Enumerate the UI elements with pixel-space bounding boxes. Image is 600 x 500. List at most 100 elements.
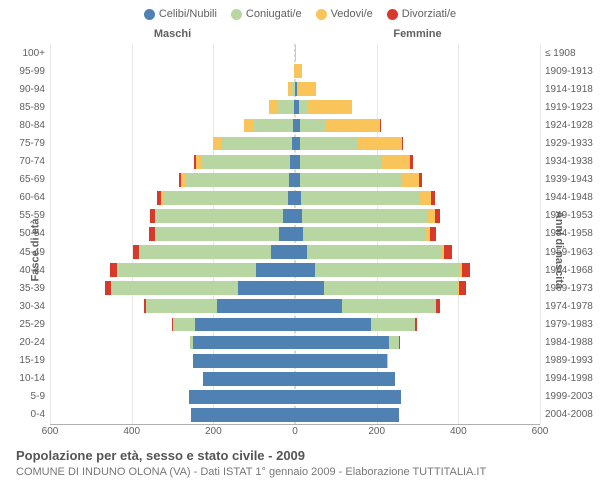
segment xyxy=(295,299,342,313)
bar-right xyxy=(295,390,401,404)
segment xyxy=(380,119,381,133)
segment xyxy=(410,155,412,169)
bar-right xyxy=(295,318,417,332)
legend-swatch xyxy=(387,9,398,20)
bar-left xyxy=(144,299,295,313)
birth-label: 1974-1978 xyxy=(545,301,593,312)
birth-label: ≤ 1908 xyxy=(545,48,576,59)
segment xyxy=(185,173,289,187)
data-row: 85-891919-1923 xyxy=(50,98,540,116)
segment xyxy=(295,336,389,350)
legend-swatch xyxy=(231,9,242,20)
segment xyxy=(415,318,417,332)
age-label: 100+ xyxy=(22,48,45,59)
birth-label: 1994-1998 xyxy=(545,373,593,384)
segment xyxy=(324,281,459,295)
x-tick: 400 xyxy=(123,426,140,437)
bar-left xyxy=(172,318,295,332)
birth-label: 1989-1993 xyxy=(545,355,593,366)
birth-label: 1999-2003 xyxy=(545,391,593,402)
segment xyxy=(382,155,411,169)
segment xyxy=(111,281,238,295)
segment xyxy=(140,245,271,259)
rows-container: 100+≤ 190895-991909-191390-941914-191885… xyxy=(50,44,540,424)
age-label: 25-29 xyxy=(19,319,45,330)
segment xyxy=(146,299,217,313)
segment xyxy=(389,336,399,350)
data-row: 0-42004-2008 xyxy=(50,406,540,424)
segment xyxy=(256,263,295,277)
bar-right xyxy=(295,372,395,386)
data-row: 60-641944-1948 xyxy=(50,189,540,207)
bar-left xyxy=(150,209,295,223)
bar-left xyxy=(105,281,295,295)
data-row: 15-191989-1993 xyxy=(50,352,540,370)
segment xyxy=(420,191,431,205)
age-label: 60-64 xyxy=(19,192,45,203)
birth-label: 1984-1988 xyxy=(545,337,593,348)
legend-item: Divorziati/e xyxy=(387,8,456,20)
birth-label: 1929-1933 xyxy=(545,138,593,149)
segment xyxy=(244,119,254,133)
segment xyxy=(301,191,419,205)
segment xyxy=(295,245,307,259)
segment xyxy=(117,263,256,277)
bar-right xyxy=(295,191,435,205)
chart-title: Popolazione per età, sesso e stato civil… xyxy=(16,448,305,463)
segment xyxy=(271,245,296,259)
segment xyxy=(195,318,295,332)
chart-plot: 100+≤ 190895-991909-191390-941914-191885… xyxy=(50,44,540,425)
bar-left xyxy=(189,390,295,404)
segment xyxy=(191,408,295,422)
bar-left xyxy=(194,155,295,169)
bar-right xyxy=(295,119,380,133)
segment xyxy=(189,390,295,404)
segment xyxy=(295,263,315,277)
ylabel-right: Anni di nascita xyxy=(553,211,565,289)
segment xyxy=(431,191,435,205)
segment xyxy=(459,281,466,295)
x-tick: 0 xyxy=(292,426,298,437)
segment xyxy=(295,281,324,295)
legend-item: Celibi/Nubili xyxy=(144,8,217,20)
bar-left xyxy=(191,408,295,422)
age-label: 80-84 xyxy=(19,120,45,131)
segment xyxy=(156,209,283,223)
segment xyxy=(402,137,403,151)
data-row: 25-291979-1983 xyxy=(50,315,540,333)
data-row: 95-991909-1913 xyxy=(50,62,540,80)
age-label: 10-14 xyxy=(19,373,45,384)
age-label: 70-74 xyxy=(19,156,45,167)
legend-label: Celibi/Nubili xyxy=(159,8,217,20)
gridline xyxy=(540,44,541,424)
segment xyxy=(193,354,295,368)
segment xyxy=(295,64,301,78)
data-row: 45-491959-1963 xyxy=(50,243,540,261)
bar-left xyxy=(269,100,295,114)
segment xyxy=(156,227,279,241)
x-tick: 600 xyxy=(42,426,59,437)
bar-left xyxy=(149,227,295,241)
segment xyxy=(295,372,395,386)
bar-right xyxy=(295,209,440,223)
data-row: 70-741934-1938 xyxy=(50,153,540,171)
data-row: 20-241984-1988 xyxy=(50,334,540,352)
bar-right xyxy=(295,227,436,241)
segment xyxy=(202,155,290,169)
ylabel-left: Fasce di età xyxy=(29,219,41,282)
segment xyxy=(213,137,222,151)
age-label: 30-34 xyxy=(19,301,45,312)
bar-right xyxy=(295,263,470,277)
data-row: 75-791929-1933 xyxy=(50,134,540,152)
age-label: 20-24 xyxy=(19,337,45,348)
segment xyxy=(163,191,288,205)
x-tick: 600 xyxy=(532,426,549,437)
segment xyxy=(371,318,416,332)
legend-label: Coniugati/e xyxy=(246,8,302,20)
segment xyxy=(444,245,451,259)
age-label: 15-19 xyxy=(19,355,45,366)
segment xyxy=(435,209,441,223)
x-tick: 200 xyxy=(368,426,385,437)
bar-right xyxy=(295,299,440,313)
legend: Celibi/NubiliConiugati/eVedovi/eDivorzia… xyxy=(0,0,600,28)
